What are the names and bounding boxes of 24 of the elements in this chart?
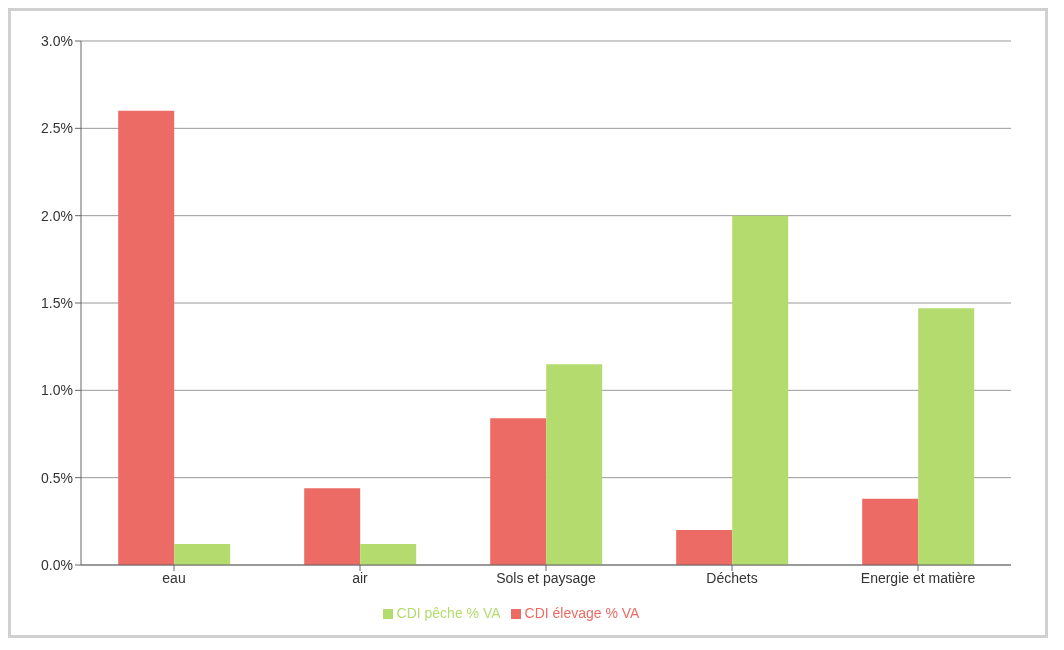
bar [732,215,789,565]
bar [546,364,603,565]
bar [676,530,733,565]
y-tick-label: 0.0% [41,556,73,573]
bar [174,544,231,565]
x-tick-label: air [352,569,369,586]
y-tick-label: 0.5% [41,469,73,486]
legend-label: CDI pêche % VA [396,605,501,621]
x-tick-label: Sols et paysage [496,569,597,586]
bar [490,418,547,565]
bar [304,488,361,565]
x-tick-label: Déchets [706,569,758,586]
x-tick-label: eau [162,569,186,586]
y-tick-label: 1.5% [41,294,73,311]
y-tick-label: 2.5% [41,120,73,137]
x-tick-label: Energie et matière [860,569,976,586]
y-tick-label: 3.0% [41,32,73,49]
legend-label: CDI élevage % VA [524,605,640,621]
bar [118,110,175,565]
y-tick-label: 1.0% [41,382,73,399]
bar [360,544,417,565]
bar [862,498,919,565]
y-tick-label: 2.0% [41,207,73,224]
bar [918,308,975,565]
